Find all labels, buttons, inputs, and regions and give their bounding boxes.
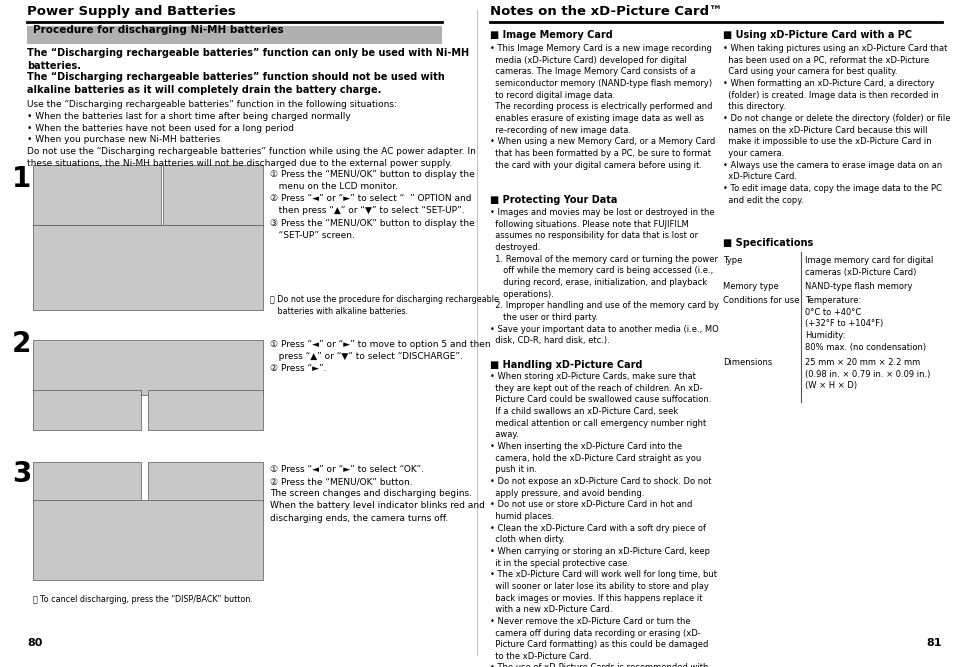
Text: Type: Type [722,256,741,265]
Text: ⓘ To cancel discharging, press the “DISP/BACK” button.: ⓘ To cancel discharging, press the “DISP… [33,595,253,604]
Text: ⓘ Do not use the procedure for discharging rechargeable
   batteries with alkali: ⓘ Do not use the procedure for dischargi… [270,295,498,315]
Bar [33,462,141,502]
Bar [33,500,263,580]
Text: 25 mm × 20 mm × 2.2 mm
(0.98 in. × 0.79 in. × 0.09 in.)
(W × H × D): 25 mm × 20 mm × 2.2 mm (0.98 in. × 0.79 … [804,358,929,390]
Text: The “Discharging rechargeable batteries” function can only be used with Ni-MH
ba: The “Discharging rechargeable batteries”… [27,48,469,71]
Text: Power Supply and Batteries: Power Supply and Batteries [27,5,235,18]
Text: ① Press the “MENU/OK” button to display the
   menu on the LCD monitor.
② Press : ① Press the “MENU/OK” button to display … [270,170,475,239]
Bar [163,165,263,225]
Text: • This Image Memory Card is a new image recording
  media (xD-Picture Card) deve: • This Image Memory Card is a new image … [490,44,715,169]
Bar [33,340,263,395]
Text: • When storing xD-Picture Cards, make sure that
  they are kept out of the reach: • When storing xD-Picture Cards, make su… [490,372,717,667]
Text: ■ Handling xD-Picture Card: ■ Handling xD-Picture Card [490,360,641,370]
Text: 80: 80 [27,638,42,648]
Text: Image memory card for digital
cameras (xD-Picture Card): Image memory card for digital cameras (x… [804,256,932,277]
Bar [33,225,263,310]
Text: Use the “Discharging rechargeable batteries” function in the following situation: Use the “Discharging rechargeable batter… [27,100,476,168]
Text: 2: 2 [12,330,31,358]
Text: ① Press “◄” or “►” to move to option 5 and then
   press “▲” or “▼” to select “D: ① Press “◄” or “►” to move to option 5 a… [270,340,490,374]
Text: The “Discharging rechargeable batteries” function should not be used with
alkali: The “Discharging rechargeable batteries”… [27,72,444,95]
Text: ■ Protecting Your Data: ■ Protecting Your Data [490,195,617,205]
Text: 81: 81 [925,638,941,648]
Text: 3: 3 [12,460,31,488]
Text: Procedure for discharging Ni-MH batteries: Procedure for discharging Ni-MH batterie… [33,25,283,35]
Text: ■ Using xD-Picture Card with a PC: ■ Using xD-Picture Card with a PC [722,30,911,40]
Text: ① Press “◄” or “►” to select “OK”.
② Press the “MENU/OK” button.
The screen chan: ① Press “◄” or “►” to select “OK”. ② Pre… [270,465,484,523]
Text: Conditions for use: Conditions for use [722,296,799,305]
Text: • When taking pictures using an xD-Picture Card that
  has been used on a PC, re: • When taking pictures using an xD-Pictu… [722,44,949,205]
Text: 1: 1 [12,165,31,193]
Bar [33,390,141,430]
Bar [148,462,263,502]
Text: ■ Image Memory Card: ■ Image Memory Card [490,30,612,40]
Text: Notes on the xD-Picture Card™: Notes on the xD-Picture Card™ [490,5,721,18]
Bar [148,390,263,430]
Text: Memory type: Memory type [722,282,778,291]
Bar [33,165,161,225]
FancyBboxPatch shape [27,26,441,44]
Text: Dimensions: Dimensions [722,358,771,367]
Text: ■ Specifications: ■ Specifications [722,238,812,248]
Text: Temperature:
0°C to +40°C
(+32°F to +104°F)
Humidity:
80% max. (no condensation): Temperature: 0°C to +40°C (+32°F to +104… [804,296,925,352]
Text: NAND-type flash memory: NAND-type flash memory [804,282,911,291]
Text: • Images and movies may be lost or destroyed in the
  following situations. Plea: • Images and movies may be lost or destr… [490,208,719,346]
